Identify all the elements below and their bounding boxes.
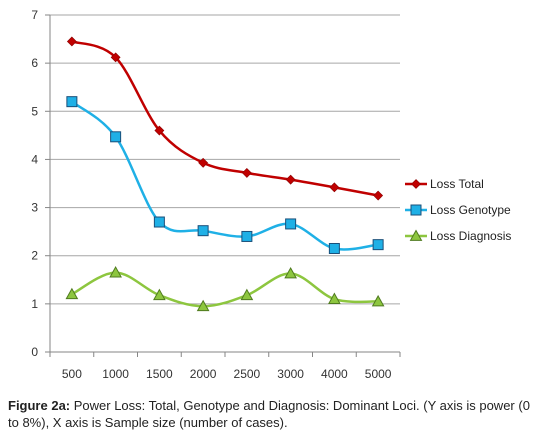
series-line-loss-genotype bbox=[71, 100, 379, 251]
data-point bbox=[240, 288, 254, 301]
x-tick-label: 5000 bbox=[365, 367, 392, 381]
data-point bbox=[109, 266, 122, 278]
line-chart: 0 1 2 3 4 5 6 7 500 1000 1500 2000 2500 3000 4000 5000… bbox=[31, 8, 511, 381]
legend-marker bbox=[409, 229, 423, 241]
chart-series bbox=[65, 36, 385, 312]
data-point bbox=[241, 167, 252, 178]
data-point bbox=[153, 288, 166, 301]
legend-label: Loss Genotype bbox=[430, 203, 511, 217]
y-tick-label: 7 bbox=[31, 8, 38, 22]
series-loss-genotype bbox=[66, 96, 384, 254]
x-tick-label: 1500 bbox=[146, 367, 173, 381]
data-point bbox=[197, 225, 209, 237]
data-point bbox=[329, 182, 340, 193]
series-loss-total bbox=[66, 36, 384, 201]
legend-marker bbox=[411, 179, 421, 189]
x-tick-label: 500 bbox=[62, 367, 82, 381]
legend-item-loss-total: Loss Total bbox=[405, 177, 484, 191]
data-point bbox=[284, 266, 297, 279]
caption-text: Power Loss: Total, Genotype and Diagnosi… bbox=[8, 398, 530, 430]
series-loss-diagnosis bbox=[65, 266, 385, 312]
chart-legend: Loss Total Loss Genotype Loss Diagnosis bbox=[405, 177, 511, 243]
data-point bbox=[198, 157, 209, 168]
data-point bbox=[371, 294, 385, 307]
x-tick-label: 4000 bbox=[321, 367, 348, 381]
data-point bbox=[154, 125, 165, 136]
figure-caption: Figure 2a: Power Loss: Total, Genotype a… bbox=[8, 397, 538, 431]
x-tick-label: 2500 bbox=[234, 367, 261, 381]
legend-label: Loss Diagnosis bbox=[430, 229, 511, 243]
y-tick-label: 2 bbox=[31, 249, 38, 263]
data-point bbox=[372, 239, 384, 251]
data-point bbox=[373, 190, 384, 201]
y-axis: 0 1 2 3 4 5 6 7 bbox=[31, 8, 51, 359]
x-tick-label: 3000 bbox=[277, 367, 304, 381]
data-point bbox=[328, 292, 341, 304]
y-tick-label: 6 bbox=[31, 56, 38, 70]
data-point bbox=[66, 96, 78, 108]
data-point bbox=[153, 216, 165, 228]
x-tick-label: 1000 bbox=[102, 367, 129, 381]
legend-item-loss-genotype: Loss Genotype bbox=[405, 203, 511, 217]
legend-label: Loss Total bbox=[430, 177, 484, 191]
y-tick-label: 0 bbox=[31, 345, 38, 359]
x-axis: 500 1000 1500 2000 2500 3000 4000 5000 bbox=[49, 351, 401, 381]
legend-item-loss-diagnosis: Loss Diagnosis bbox=[405, 229, 511, 243]
data-point bbox=[110, 131, 122, 143]
legend-marker bbox=[410, 204, 422, 216]
data-point bbox=[328, 242, 340, 254]
y-tick-label: 5 bbox=[31, 104, 38, 118]
x-tick-label: 2000 bbox=[190, 367, 217, 381]
series-line-loss-total bbox=[71, 40, 379, 197]
chart-grid bbox=[50, 14, 400, 305]
caption-label: Figure 2a: bbox=[8, 398, 71, 413]
data-point bbox=[285, 218, 297, 230]
data-point bbox=[285, 174, 296, 185]
y-tick-label: 1 bbox=[31, 297, 38, 311]
y-tick-label: 3 bbox=[31, 201, 38, 215]
data-point bbox=[65, 287, 79, 300]
data-point bbox=[196, 299, 210, 312]
data-point bbox=[110, 52, 121, 63]
y-tick-label: 4 bbox=[31, 152, 38, 166]
data-point bbox=[241, 230, 253, 242]
data-point bbox=[66, 36, 77, 47]
